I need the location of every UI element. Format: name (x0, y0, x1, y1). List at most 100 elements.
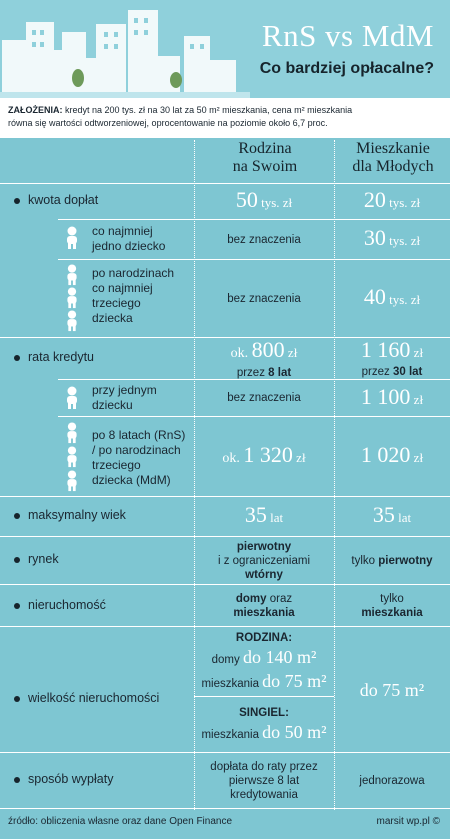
cell-wielkosc-rns-rodzina: RODZINA: domy do 140 m² mieszkania do 75… (194, 628, 334, 696)
assumptions-text: kredyt na 200 tys. zł na 30 lat za 50 m²… (62, 105, 353, 115)
row-divider (58, 416, 450, 417)
row-label-wielkosc: wielkość nieruchomości (28, 691, 160, 705)
label-line: dziecku (92, 398, 133, 412)
cell-jednym-rns: bez znaczenia (194, 380, 334, 416)
value: pierwsze 8 lat (228, 774, 300, 787)
cell-po8-mdm: 1 020 zł (334, 417, 450, 496)
row-label-rata: rata kredytu (28, 350, 95, 364)
child-icon (67, 226, 77, 249)
value: 35 (372, 502, 395, 527)
cell-wiek-mdm: 35 lat (334, 497, 450, 536)
column-header-line: dla Młodych (352, 158, 434, 175)
row-bullet (14, 603, 20, 609)
unit: tys. zł (385, 195, 421, 210)
label-line: co najmniej (92, 281, 153, 295)
row-bullet (14, 513, 20, 519)
unit: tys. zł (257, 195, 293, 210)
header: RnS vs MdM Co bardziej opłacalne? (0, 0, 450, 98)
row-divider (194, 696, 334, 697)
cell-wielkosc-mdm: do 75 m² (334, 627, 450, 752)
column-header-line: na Swoim (232, 158, 298, 175)
assumptions-label: ZAŁOŻENIA: (8, 105, 63, 115)
row-divider (0, 183, 450, 184)
value-number: do 75 m² (262, 671, 327, 691)
label-line: / po narodzinach (92, 443, 181, 457)
child-icon (67, 446, 77, 468)
unit: zł (410, 391, 424, 407)
unit: zł (292, 449, 306, 465)
unit: zł (410, 345, 424, 360)
value: domy (211, 654, 243, 666)
assumptions-line: równa się wartości odtworzeniowej, oproc… (8, 118, 328, 128)
row-bullet (14, 355, 20, 361)
unit: zł (410, 450, 424, 465)
label-line: po narodzinach (92, 266, 175, 280)
unit: lat (266, 510, 284, 525)
value: 1 020 (360, 442, 411, 467)
row-divider (0, 496, 450, 497)
label-line: jedno dziecko (92, 239, 166, 253)
value: dopłata do raty przez (210, 760, 318, 773)
row-divider (0, 752, 450, 753)
row-divider (58, 259, 450, 260)
row-label-jednym: przy jednym dziecku (92, 383, 157, 413)
row-label-rynek: rynek (28, 552, 59, 566)
child-icon (67, 470, 77, 492)
group-head: RODZINA: (235, 632, 293, 644)
cell-wielkosc-rns-singiel: SINGIEL: mieszkania do 50 m² (194, 697, 334, 752)
cell-trzecie-mdm: 40 tys. zł (334, 260, 450, 337)
child-icon (67, 264, 77, 286)
column-divider (194, 140, 195, 810)
skyline-illustration (0, 0, 250, 98)
value: 1 100 (360, 383, 411, 409)
cell-rata-rns: ok. 800 zł przez 8 lat (194, 337, 334, 379)
value: tylko (351, 554, 379, 567)
row-divider (0, 536, 450, 537)
cell-rynek-mdm: tylko pierwotny (334, 537, 450, 584)
value-bold: domy (235, 592, 267, 605)
value: bez znaczenia (227, 292, 301, 305)
label-line: dziecka (92, 311, 133, 325)
unit: lat (394, 510, 412, 525)
value: bez znaczenia (227, 392, 301, 404)
page-title: RnS vs MdM (261, 18, 434, 53)
value-bold: mieszkania (233, 606, 295, 619)
assumptions-line: ZAŁOŻENIA: kredyt na 200 tys. zł na 30 l… (8, 104, 440, 117)
column-header-line: Rodzina (238, 140, 292, 157)
cell-jedno-mdm: 30 tys. zł (334, 220, 450, 259)
cell-jednym-mdm: 1 100 zł (334, 380, 450, 416)
value-number: do 140 m² (242, 647, 317, 667)
cell-wiek-rns: 35 lat (194, 497, 334, 536)
cell-kwota-rns: 50 tys. zł (194, 184, 334, 219)
page-subtitle: Co bardziej opłacalne? (259, 60, 434, 77)
value: 20 (363, 187, 386, 212)
row-divider (0, 584, 450, 585)
prefix: ok. (230, 345, 252, 361)
child-icon (67, 386, 77, 409)
value-number: do 75 m² (359, 679, 425, 700)
row-divider (0, 626, 450, 627)
value: tylko (380, 592, 404, 605)
label-line: co najmniej (92, 224, 153, 238)
row-bullet (14, 198, 20, 204)
cell-rata-mdm: 1 160 zł przez 30 lat (334, 338, 450, 379)
group-head: SINGIEL: (239, 706, 289, 719)
label-line: po 8 latach (RnS) (92, 428, 186, 442)
row-bullet (14, 557, 20, 563)
unit: zł (284, 344, 298, 360)
value: 30 (363, 225, 386, 250)
prefix: ok. (222, 450, 244, 466)
child-icon (67, 310, 77, 332)
row-divider (0, 808, 450, 809)
row-bullet (14, 696, 20, 702)
period-prefix: przez (361, 366, 393, 378)
value: oraz (266, 592, 293, 605)
label-line: trzeciego (92, 458, 141, 472)
cell-nieruchomosc-rns: domy oraz mieszkania (194, 585, 334, 626)
value: 1 160 (360, 337, 411, 362)
cell-rynek-rns: pierwotny i z ograniczeniami wtórny (194, 537, 334, 584)
cell-nieruchomosc-mdm: tylko mieszkania (334, 585, 450, 626)
row-label-trzecie: po narodzinach co najmniej trzeciego dzi… (92, 266, 174, 326)
child-icon (67, 422, 77, 444)
row-label-jedno: co najmniej jedno dziecko (92, 224, 165, 254)
